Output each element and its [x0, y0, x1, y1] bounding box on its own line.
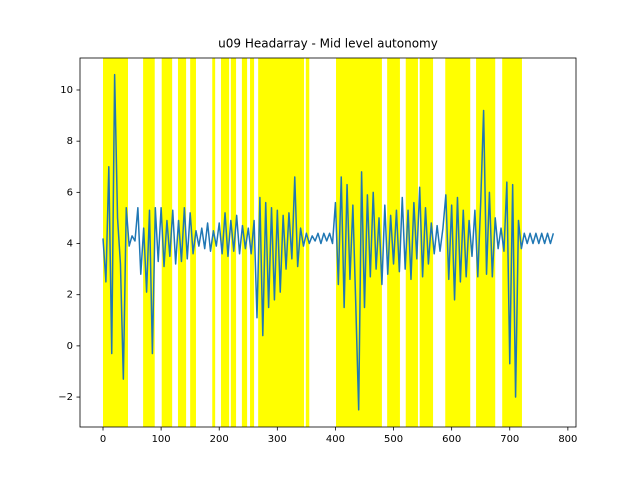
y-tick-label: 0 — [67, 341, 73, 352]
highlight-span — [190, 58, 196, 427]
y-tick-label: 8 — [67, 136, 73, 147]
x-tick-label: 100 — [152, 434, 171, 445]
y-tick-label: 6 — [67, 187, 73, 198]
highlight-span — [445, 58, 471, 427]
highlight-span — [220, 58, 230, 427]
y-tick-label: 10 — [60, 85, 73, 96]
plot-frame — [79, 57, 577, 428]
highlight-span — [305, 58, 310, 427]
highlight-span — [161, 58, 173, 427]
y-tick-label: 4 — [67, 239, 73, 250]
x-tick-label: 700 — [500, 434, 519, 445]
x-tick-label: 300 — [268, 434, 287, 445]
chart-title: u09 Headarray - Mid level autonomy — [218, 37, 438, 51]
highlight-span — [387, 58, 400, 427]
y-tick-label: −2 — [58, 392, 73, 403]
x-tick-label: 500 — [384, 434, 403, 445]
x-tick-label: 200 — [210, 434, 229, 445]
x-tick-label: 400 — [326, 434, 345, 445]
signal-line — [102, 73, 555, 411]
x-tick-label: 0 — [100, 434, 106, 445]
x-tick-label: 800 — [558, 434, 577, 445]
highlight-span — [212, 58, 216, 427]
y-tick-label: 2 — [67, 290, 73, 301]
x-tick-label: 600 — [442, 434, 461, 445]
highlight-span — [419, 58, 434, 427]
